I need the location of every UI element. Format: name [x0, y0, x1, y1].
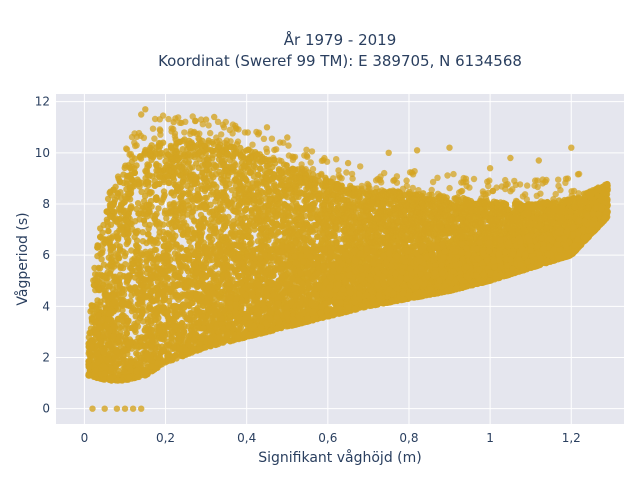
- scatter-point: [117, 189, 124, 196]
- scatter-point: [113, 193, 121, 200]
- chart-title-line-1: År 1979 - 2019: [284, 30, 397, 49]
- scatter-point: [135, 180, 143, 188]
- scatter-point: [163, 215, 170, 222]
- scatter-point: [264, 162, 271, 170]
- scatter-point: [128, 203, 135, 210]
- scatter-point: [287, 189, 295, 196]
- scatter-point: [228, 187, 236, 194]
- scatter-point: [185, 158, 193, 166]
- scatter-point: [138, 188, 145, 195]
- chart-title-line-2: Koordinat (Sweref 99 TM): E 389705, N 61…: [158, 52, 522, 70]
- scatter-point: [275, 228, 282, 236]
- scatter-point: [152, 246, 160, 254]
- scatter-points: [85, 106, 611, 412]
